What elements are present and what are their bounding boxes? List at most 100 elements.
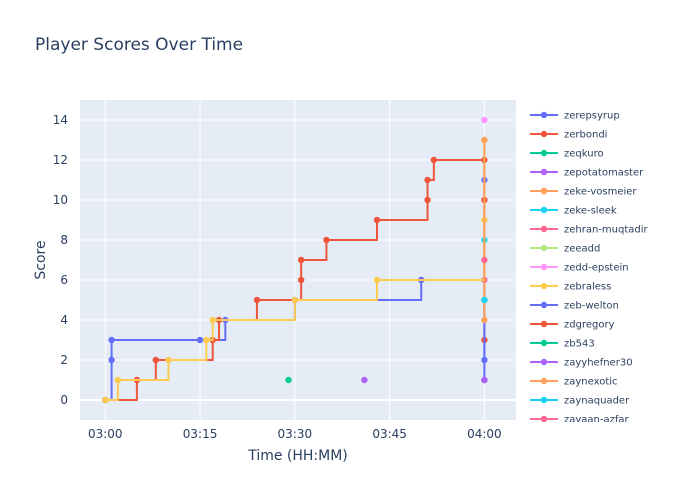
legend-item-zayaan-azfar[interactable]: zayaan-azfar [530, 415, 630, 426]
data-point-zebraless[interactable] [209, 316, 216, 324]
legend-label: zedd-epstein [564, 263, 629, 274]
data-point-zebraless[interactable] [373, 276, 381, 284]
data-point-zeqkuro[interactable] [285, 376, 292, 384]
data-point-zerbondi[interactable] [373, 216, 381, 224]
y-tick-label: 6 [60, 273, 68, 287]
data-point-zebraless[interactable] [291, 296, 299, 304]
legend-label: zaynaquader [564, 396, 630, 407]
data-traces [102, 116, 488, 404]
x-tick-label: 03:30 [278, 427, 313, 441]
legend-item-zaynexotic[interactable]: zaynexotic [530, 377, 618, 388]
data-point-zerbondi[interactable] [424, 196, 431, 204]
chart-title: Player Scores Over Time [35, 35, 243, 55]
legend-swatch-marker [540, 301, 548, 309]
y-axis-title: Score [33, 240, 49, 279]
legend-swatch-marker [540, 377, 548, 385]
legend-swatch-marker [540, 263, 548, 271]
legend-item-zeeadd[interactable]: zeeadd [530, 244, 600, 255]
legend-item-zeqkuro[interactable]: zeqkuro [530, 149, 604, 160]
legend-label: zeqkuro [564, 149, 604, 160]
y-tick-label: 14 [53, 113, 68, 127]
data-point-zebraless[interactable] [203, 336, 210, 344]
data-point-zerbondi[interactable] [253, 296, 261, 304]
legend-label: zeb-welton [564, 301, 619, 312]
legend-label: zerbondi [564, 130, 607, 141]
series-zayaan-azfar [481, 256, 488, 264]
legend-swatch-marker [540, 206, 548, 214]
data-point-zebraless[interactable] [102, 396, 109, 404]
legend-item-zayyhefner30[interactable]: zayyhefner30 [530, 358, 633, 369]
data-point-zerbondi[interactable] [430, 156, 438, 164]
x-tick-label: 03:45 [372, 427, 407, 441]
legend-swatch-marker [540, 320, 548, 328]
data-point-zayaan-azfar[interactable] [481, 256, 488, 264]
legend-item-zeke-sleek[interactable]: zeke-sleek [530, 206, 617, 217]
data-point-zerbondi[interactable] [297, 276, 305, 284]
legend-item-zedd-epstein[interactable]: zedd-epstein [530, 263, 629, 274]
data-point-zaynexotic[interactable] [481, 316, 488, 324]
legend-item-zeb-welton[interactable]: zeb-welton [530, 301, 619, 312]
legend-swatch-marker [540, 282, 548, 290]
legend-item-zdgregory[interactable]: zdgregory [530, 320, 615, 331]
series-zedd-epstein [481, 116, 488, 124]
legend-item-zb543[interactable]: zb543 [530, 339, 595, 350]
data-point-zebraless[interactable] [165, 356, 172, 364]
legend-item-zerepsyrup[interactable]: zerepsyrup [530, 111, 620, 122]
legend-swatch-marker [540, 187, 548, 195]
legend-swatch-marker [540, 339, 548, 347]
legend-item-zeke-vosmeier[interactable]: zeke-vosmeier [530, 187, 637, 198]
data-point-zerbondi[interactable] [323, 236, 330, 244]
series-zeqkuro [285, 376, 292, 384]
legend-label: zerepsyrup [564, 111, 620, 122]
data-point-zepotatomaster[interactable] [361, 376, 368, 384]
data-point-zayyhefner30[interactable] [481, 376, 488, 384]
y-tick-label: 4 [60, 313, 68, 327]
series-zaynexotic [481, 136, 488, 324]
legend-item-zaynaquader[interactable]: zaynaquader [530, 396, 630, 407]
x-tick-label: 03:15 [183, 427, 218, 441]
series-zepotatomaster [361, 376, 368, 384]
series-zayyhefner30 [481, 376, 488, 384]
legend-label: zebraless [564, 282, 611, 293]
legend-item-zepotatomaster[interactable]: zepotatomaster [530, 168, 644, 179]
series-zaynaquader [481, 296, 488, 304]
legend-label: zeke-vosmeier [564, 187, 637, 198]
y-tick-label: 2 [60, 353, 68, 367]
data-point-zedd-epstein[interactable] [481, 116, 488, 124]
legend-item-zerbondi[interactable]: zerbondi [530, 130, 607, 141]
legend-swatch-marker [540, 149, 548, 157]
data-point-zerepsyrup[interactable] [196, 336, 204, 344]
x-tick-label: 04:00 [467, 427, 502, 441]
legend-swatch-marker [540, 358, 548, 366]
y-tick-label: 8 [60, 233, 68, 247]
data-point-zaynaquader[interactable] [481, 296, 488, 304]
legend-swatch-marker [540, 130, 548, 138]
legend-item-zehran-muqtadir[interactable]: zehran-muqtadir [530, 225, 649, 236]
data-point-zaynexotic[interactable] [481, 136, 488, 144]
legend-swatch-marker [540, 415, 548, 422]
x-axis-ticks: 03:00 03:15 03:30 03:45 04:00 [88, 427, 502, 441]
legend-swatch-marker [540, 225, 548, 233]
data-point-zebraless[interactable] [114, 376, 122, 384]
legend-label: zdgregory [564, 320, 615, 331]
legend-swatch-marker [540, 111, 548, 119]
y-axis-ticks: 0 2 4 6 8 10 12 14 [53, 113, 68, 407]
legend[interactable]: zerepsyrup zerbondi zeqkuro zepotatomaster z… [530, 111, 649, 426]
data-point-zerbondi[interactable] [297, 256, 305, 264]
data-point-zeb-welton[interactable] [481, 356, 488, 364]
series-line-zebraless [105, 140, 486, 401]
x-tick-label: 03:00 [88, 427, 123, 441]
data-point-zerepsyrup[interactable] [108, 356, 115, 364]
data-point-zerbondi[interactable] [424, 176, 431, 184]
legend-label: zb543 [564, 339, 595, 350]
legend-label: zayaan-azfar [564, 415, 630, 426]
x-axis-title: Time (HH:MM) [247, 448, 348, 464]
legend-label: zeke-sleek [564, 206, 617, 217]
legend-item-zebraless[interactable]: zebraless [530, 282, 611, 293]
data-point-zerbondi[interactable] [152, 356, 160, 364]
legend-swatch-marker [540, 168, 548, 176]
data-point-zerepsyrup[interactable] [108, 336, 115, 344]
legend-swatch-marker [540, 396, 548, 404]
